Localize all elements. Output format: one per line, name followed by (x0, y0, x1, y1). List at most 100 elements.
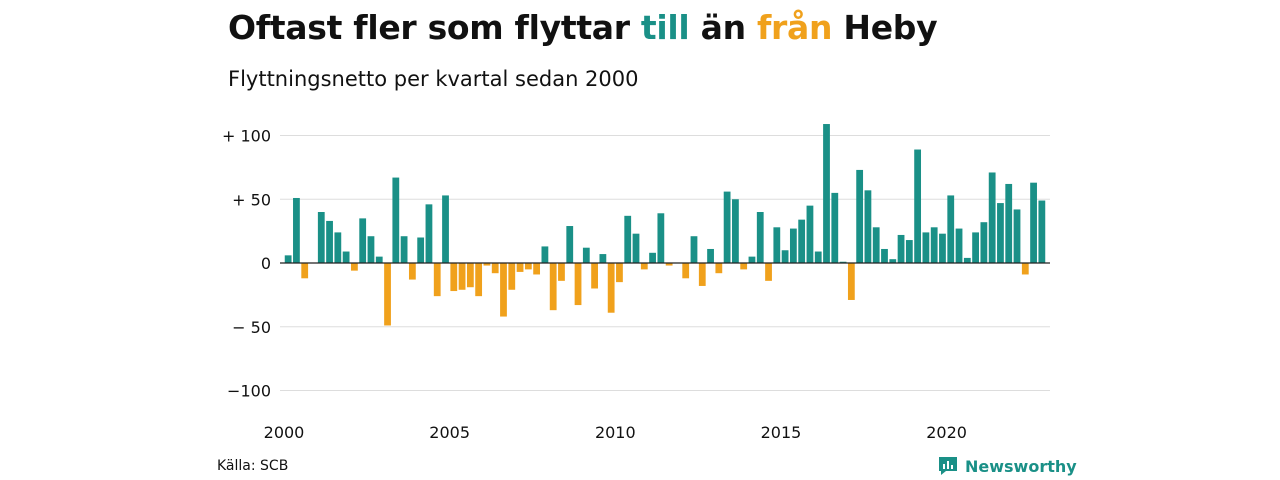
bar-2015-k3 (798, 219, 806, 263)
bar-2020-k2 (955, 228, 963, 263)
y-tick-label: + 100 (222, 127, 271, 146)
bar-2013-k2 (723, 191, 731, 263)
bar-2012-k3 (698, 263, 706, 286)
bar-2010-k1 (616, 263, 623, 283)
bar-2017-k4 (872, 227, 880, 263)
title-part-3: än (689, 8, 757, 47)
bar-2003-k4 (408, 263, 416, 280)
bar-2022-k4 (1038, 200, 1046, 263)
title-highlight-till: till (640, 8, 690, 47)
bar-2007-k4 (541, 246, 549, 263)
x-axis-labels: 2000 2005 2010 2015 2020 (264, 423, 967, 442)
bar-2006-k2 (491, 263, 499, 274)
chart-subtitle: Flyttningsnetto per kvartal sedan 2000 (228, 67, 639, 91)
bar-2021-k1 (980, 222, 988, 263)
bar-2011-k1 (649, 252, 656, 263)
bar-2018-k1 (881, 248, 888, 263)
bar-2016-k2 (823, 124, 830, 263)
bar-2009-k3 (599, 254, 607, 263)
bar-2020-k3 (963, 257, 971, 263)
chart-title: Oftast fler som flyttar till än från Heb… (228, 8, 938, 47)
bar-2010-k3 (632, 233, 640, 263)
bar-2021-k4 (1005, 183, 1013, 263)
bar-2009-k4 (607, 263, 615, 313)
bar-2020-k4 (972, 232, 979, 263)
bar-2014-k1 (748, 256, 756, 264)
y-tick-label: −100 (227, 382, 271, 401)
title-highlight-fran: från (756, 8, 833, 47)
title-part-1: Oftast fler som flyttar (228, 8, 641, 47)
bar-2002-k1 (351, 263, 358, 271)
brand-name: Newsworthy (965, 456, 1077, 476)
grid-lines (280, 135, 1050, 391)
newsworthy-logo-icon (939, 457, 957, 475)
bar-2014-k3 (765, 263, 772, 281)
bar-2013-k3 (732, 199, 739, 263)
bar-2002-k3 (367, 236, 375, 263)
bar-2000-k2 (293, 197, 300, 263)
bar-2015-k2 (789, 228, 797, 263)
bar-2005-k1 (450, 263, 458, 292)
source-note: Källa: SCB (217, 458, 289, 474)
bar-2003-k1 (384, 263, 391, 326)
bar-2001-k4 (342, 251, 350, 263)
brand-logo: Newsworthy (937, 456, 1077, 476)
bar-2005-k2 (458, 263, 466, 290)
bar-2016-k1 (814, 251, 822, 263)
bar-2005-k3 (466, 263, 474, 288)
bar-2008-k2 (558, 263, 565, 281)
x-tick-label: 2010 (595, 423, 636, 442)
x-tick-label: 2000 (264, 423, 305, 442)
bars (284, 124, 1046, 326)
bar-2015-k4 (806, 205, 814, 263)
bar-2007-k1 (516, 263, 524, 272)
bar-2007-k3 (533, 263, 541, 275)
bar-2019-k1 (914, 149, 922, 263)
bar-2008-k4 (574, 263, 582, 306)
bar-2004-k1 (417, 237, 425, 263)
bar-2022-k1 (1013, 209, 1021, 263)
bar-2013-k1 (715, 263, 723, 274)
bar-2019-k4 (939, 233, 946, 263)
x-tick-label: 2005 (429, 423, 470, 442)
y-tick-label: − 50 (232, 318, 271, 337)
bar-2008-k3 (566, 226, 574, 263)
bar-2020-k1 (947, 195, 955, 263)
bar-2004-k4 (442, 195, 449, 263)
bar-2001-k1 (317, 212, 325, 263)
bar-2014-k2 (756, 212, 764, 263)
bar-2021-k3 (997, 203, 1004, 263)
bar-2009-k1 (582, 247, 590, 263)
y-axis-labels: + 100 + 50 0 − 50 −100 (222, 127, 271, 401)
bar-2012-k2 (690, 236, 698, 263)
bar-2021-k2 (988, 172, 996, 263)
bar-2003-k3 (400, 236, 408, 263)
bar-2018-k3 (897, 234, 905, 263)
bar-2014-k4 (773, 227, 781, 263)
bar-2017-k3 (864, 190, 872, 263)
bar-2000-k3 (301, 263, 309, 279)
bar-2009-k2 (591, 263, 598, 289)
bar-2012-k4 (707, 248, 714, 263)
bar-2022-k2 (1021, 263, 1029, 275)
bar-2018-k2 (889, 259, 897, 263)
bar-2017-k2 (856, 169, 864, 263)
bar-2002-k2 (359, 218, 367, 264)
x-tick-label: 2020 (926, 423, 967, 442)
bar-2013-k4 (740, 263, 748, 270)
bar-2018-k4 (905, 240, 913, 263)
bar-2007-k2 (524, 263, 532, 270)
bar-2003-k2 (392, 177, 400, 263)
bar-2001-k3 (334, 232, 342, 263)
bar-2006-k4 (508, 263, 516, 290)
bar-2019-k2 (922, 232, 930, 263)
bar-2011-k2 (657, 213, 665, 263)
bar-2008-k1 (549, 263, 557, 311)
bar-2005-k4 (475, 263, 483, 297)
bar-2010-k4 (640, 263, 648, 270)
bar-2000-k1 (284, 255, 292, 263)
bar-2001-k2 (326, 220, 333, 263)
x-tick-label: 2015 (761, 423, 802, 442)
bar-2002-k4 (375, 256, 383, 264)
